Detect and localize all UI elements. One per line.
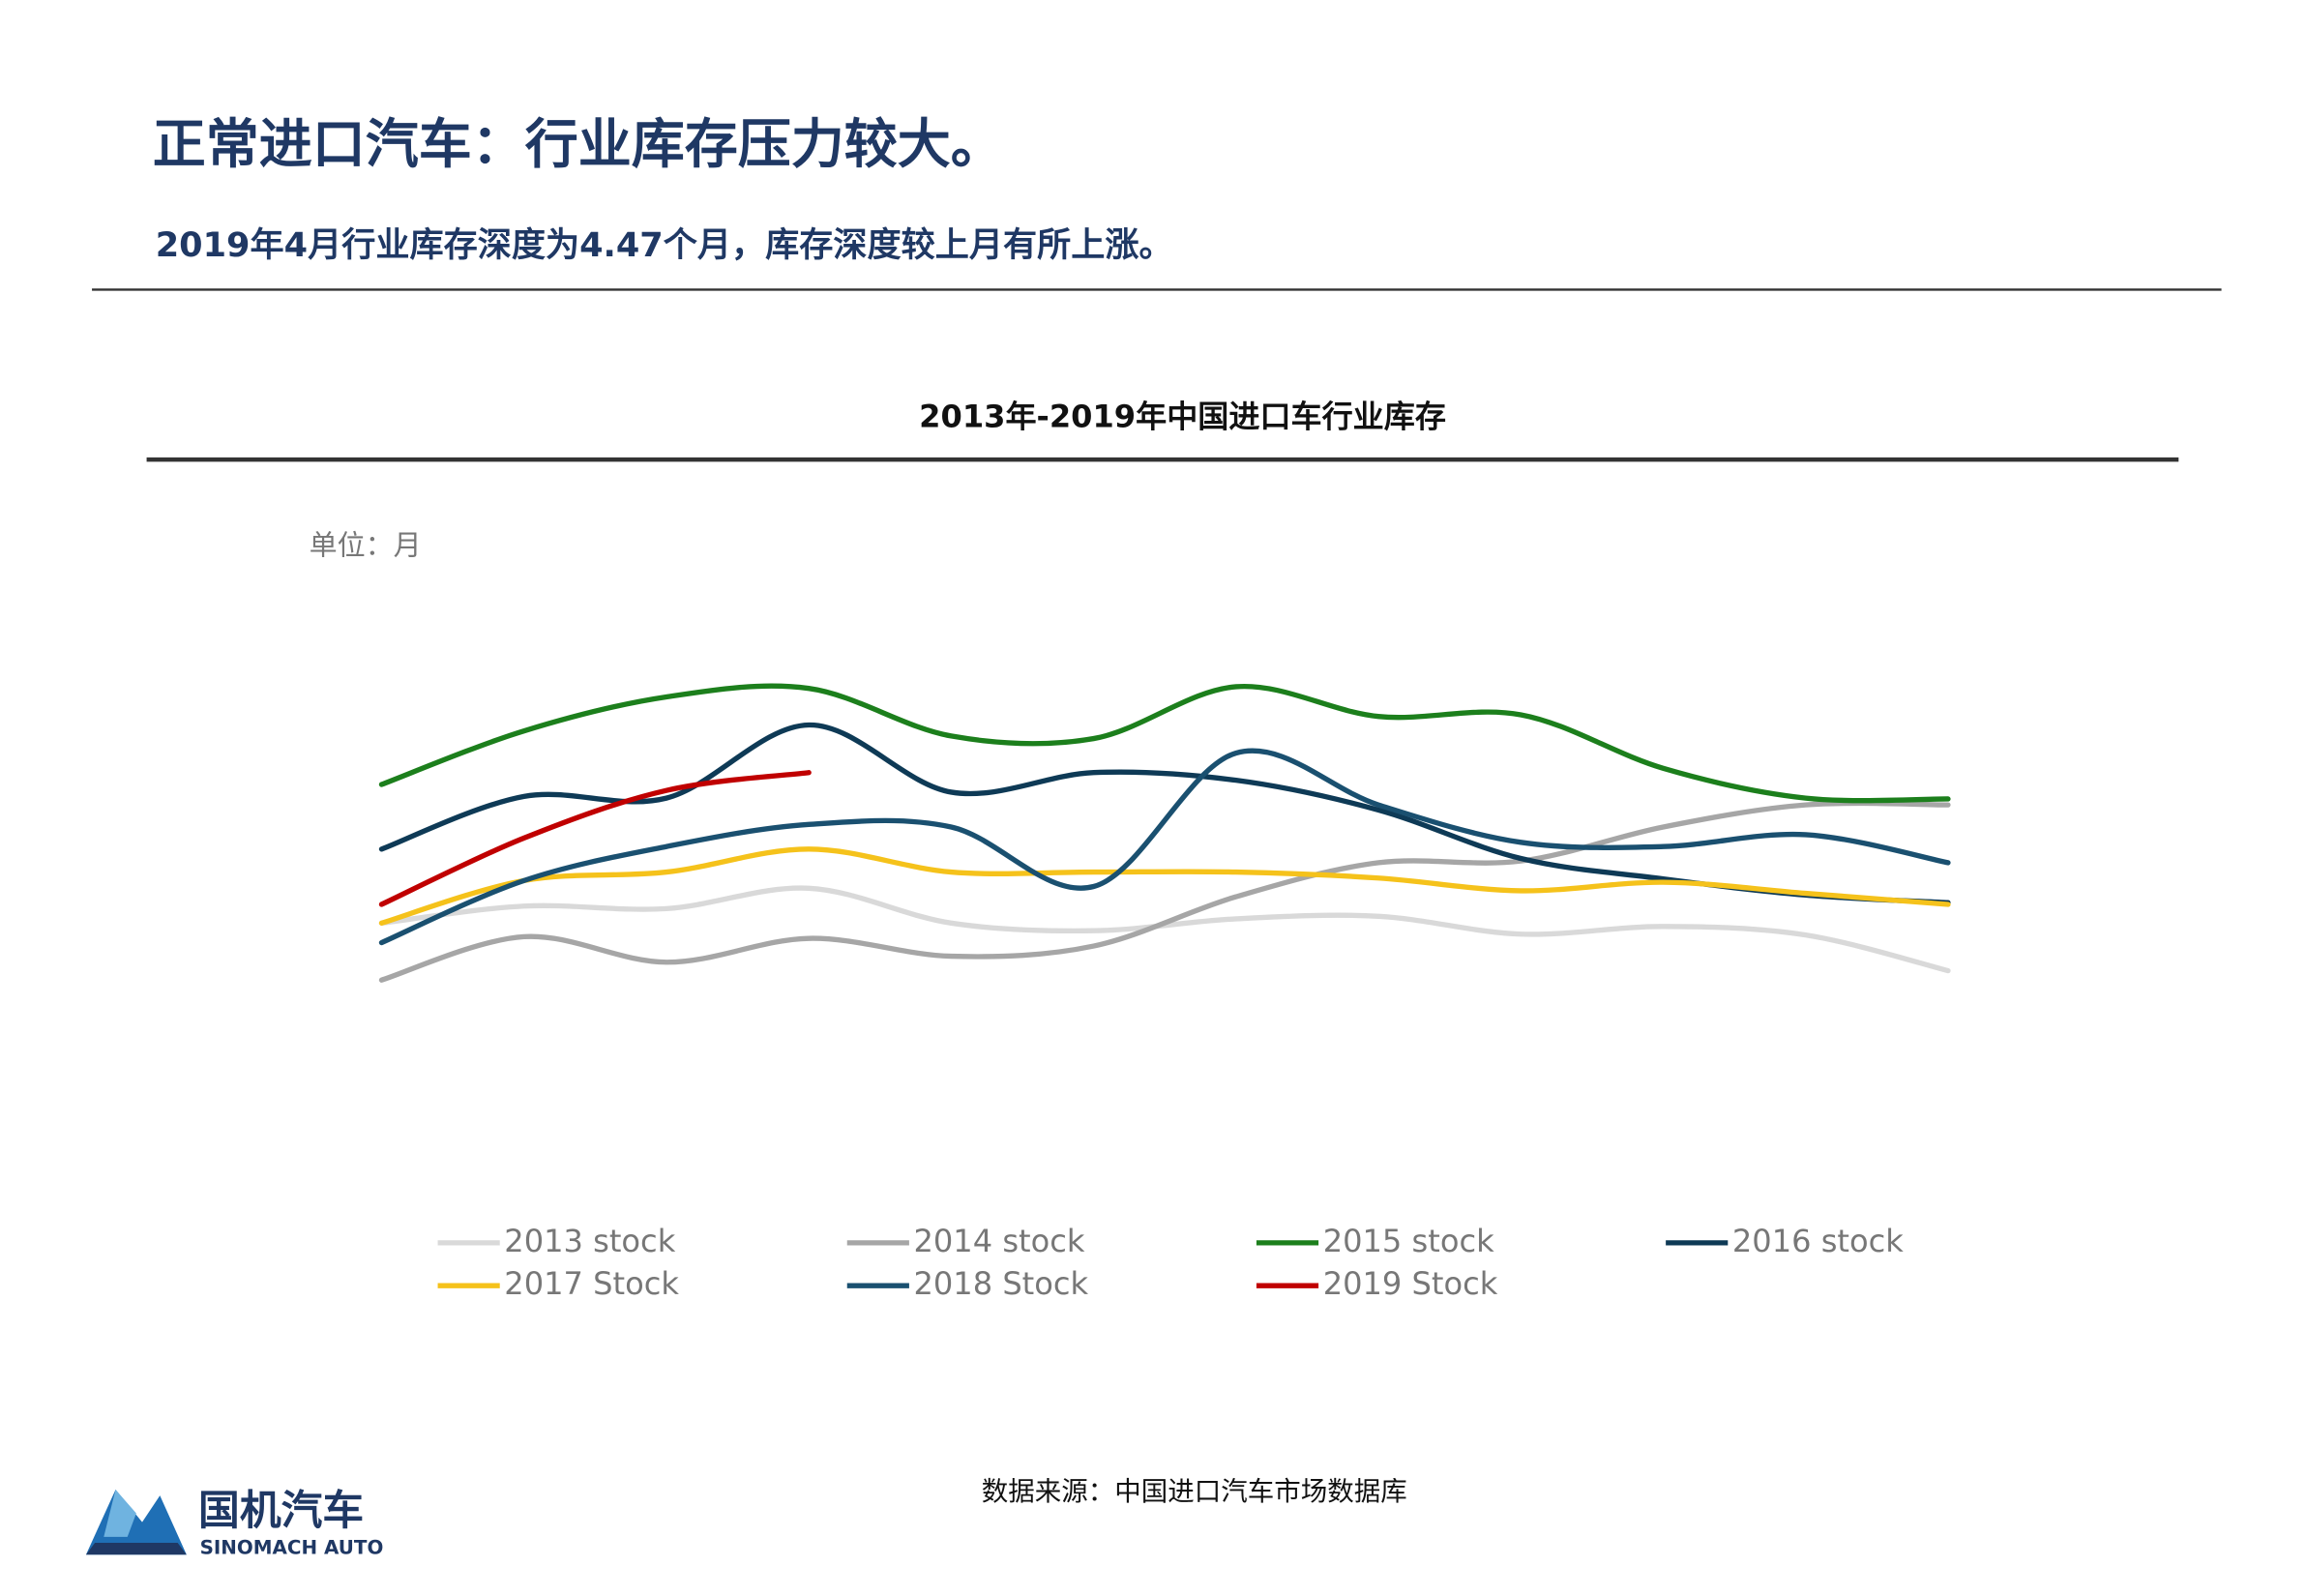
legend-label: 2016 stock [1732, 1223, 1904, 1259]
slide-subtitle: 2019年4月行业库存深度为4.47个月，库存深度较上月有所上涨。 [156, 225, 1173, 265]
legend-label: 2018 Stock [914, 1265, 1089, 1302]
legend: 2013 stock 2014 stock 2015 stock 2016 stock… [437, 1223, 1904, 1302]
series-line [378, 683, 1951, 804]
legend-label: 2015 stock [1323, 1223, 1494, 1259]
unit-label: 单位：月 [310, 528, 422, 561]
plot-area [378, 683, 1951, 983]
slide-title: 正常进口汽车：行业库存压力较大。 [153, 113, 1004, 175]
logo: 国机汽车 SINOMACH AUTO [85, 1487, 384, 1559]
legend-label: 2019 Stock [1323, 1265, 1498, 1302]
series-line [378, 846, 1951, 926]
logo-mark [85, 1490, 187, 1555]
legend-label: 2014 stock [914, 1223, 1085, 1259]
logo-mark-light [103, 1490, 136, 1537]
legend-label: 2017 Stock [504, 1265, 679, 1302]
logo-base [85, 1543, 187, 1555]
logo-english: SINOMACH AUTO [200, 1537, 384, 1559]
series-line [378, 885, 1951, 974]
series-line [378, 748, 1951, 946]
chart-title: 2013年-2019年中国进口车行业库存 [919, 398, 1446, 434]
legend-label: 2013 stock [504, 1223, 675, 1259]
logo-name: 国机汽车 [198, 1487, 364, 1535]
series-line [378, 800, 1951, 983]
series-line [378, 770, 812, 907]
source-note: 数据来源：中国进口汽车市场数据库 [982, 1476, 1407, 1507]
